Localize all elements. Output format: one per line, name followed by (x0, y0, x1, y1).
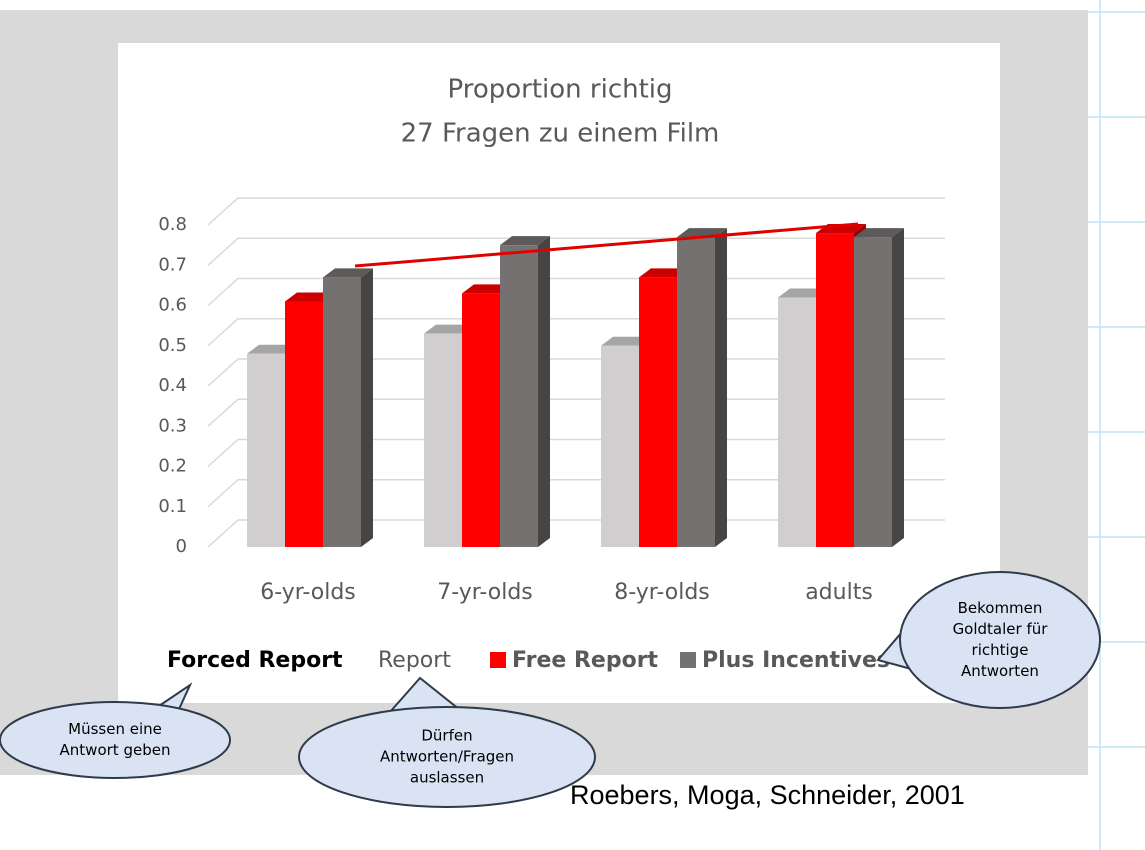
bar-top (778, 288, 828, 298)
legend-label: Forced Report (167, 648, 343, 673)
trend-line (354, 222, 859, 268)
bar (639, 277, 677, 547)
chart-subtitle: 27 Fragen zu einem Film (401, 119, 720, 149)
foreground: 6-yr-olds 7-yr-olds 8-yr-olds adults Forced … (0, 571, 1101, 808)
bars (247, 224, 904, 548)
bar-top (323, 268, 373, 278)
callout-text: Antworten (961, 662, 1039, 680)
bar (677, 237, 715, 547)
x-tick-label: 8-yr-olds (614, 580, 710, 605)
bar (285, 301, 323, 547)
legend-swatch (680, 652, 696, 668)
y-tick-label: 0.5 (158, 335, 187, 356)
bar (778, 297, 816, 547)
callout-text: Antwort geben (60, 741, 171, 759)
chart-title: Proportion richtig (447, 75, 672, 105)
bar (323, 277, 361, 547)
bar-top (500, 236, 550, 246)
y-tick-label: 0.4 (158, 375, 187, 396)
x-tick-label: 7-yr-olds (437, 580, 533, 605)
y-tick-label: 0.7 (158, 254, 187, 275)
bar-top (601, 336, 651, 346)
legend-label-fragment: Report (378, 648, 451, 673)
callout (899, 571, 1101, 709)
bar-side (715, 228, 727, 547)
callout-text: Dürfen (421, 727, 472, 745)
y-tick-label: 0.6 (158, 295, 187, 316)
bar-side (892, 228, 904, 547)
x-tick-label: 6-yr-olds (260, 580, 356, 605)
bar-top (247, 344, 297, 354)
y-tick-label: 0 (176, 536, 187, 557)
bar-top (639, 268, 689, 278)
legend-label: Free Report (512, 648, 659, 673)
x-tick-label: adults (805, 580, 873, 605)
legend-swatch (490, 652, 506, 668)
y-tick-label: 0.3 (158, 415, 187, 436)
callout-text: Bekommen (958, 599, 1043, 617)
bar (424, 333, 462, 547)
callout (0, 701, 231, 779)
callout-text: richtige (972, 641, 1029, 659)
y-tick-label: 0.2 (158, 456, 187, 477)
bar-top (285, 292, 335, 302)
bar (500, 245, 538, 547)
source: Roebers, Moga, Schneider, 2001 (570, 780, 965, 810)
bar (601, 345, 639, 547)
bar (816, 233, 854, 548)
bar (462, 293, 500, 547)
bar-side (361, 268, 373, 547)
bar (854, 237, 892, 547)
bar (247, 353, 285, 547)
grid-line (207, 197, 945, 226)
legend-label: Plus Incentives (702, 648, 890, 673)
bar-top (462, 284, 512, 294)
callout-text: auslassen (410, 769, 484, 787)
bar-top (854, 228, 904, 238)
y-tick-label: 0.1 (158, 496, 187, 517)
bar-side (538, 236, 550, 547)
y-tick-label: 0.8 (158, 214, 187, 235)
callout-text: Müssen eine (68, 720, 162, 738)
bar-top (424, 324, 474, 334)
callout-text: Goldtaler für (953, 620, 1049, 638)
callout-text: Antworten/Fragen (380, 748, 514, 766)
callout (298, 706, 596, 808)
